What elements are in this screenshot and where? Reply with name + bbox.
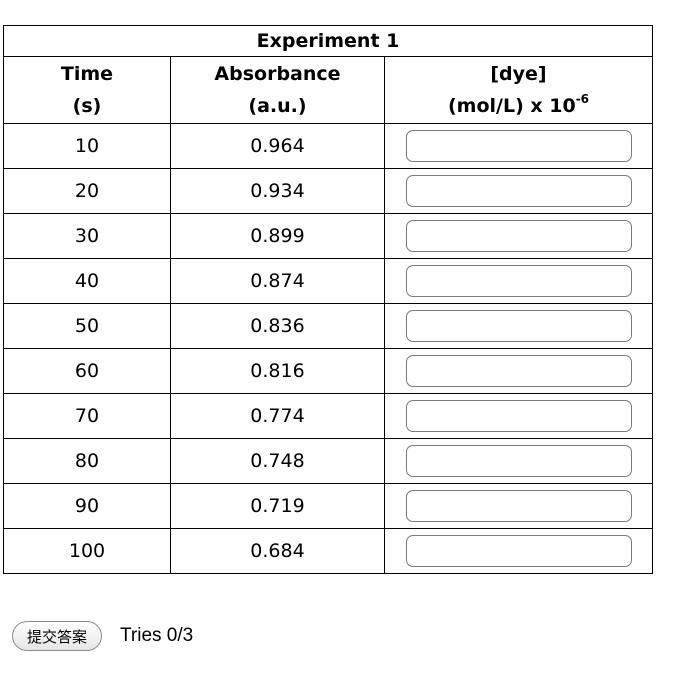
header-dye: [dye] (mol/L) x 10-6 — [383, 56, 654, 124]
table-body: 10 0.964 20 0.934 30 0.899 40 0.874 50 0.836 60 0.8… — [3, 123, 654, 574]
table-row: 100 0.684 — [3, 528, 654, 574]
absorbance-cell: 0.774 — [170, 393, 385, 439]
absorbance-cell: 0.934 — [170, 168, 385, 214]
table-row: 90 0.719 — [3, 483, 654, 529]
header-absorbance: Absorbance (a.u.) — [170, 56, 385, 124]
dye-cell — [383, 438, 654, 484]
header-dye-exponent: -6 — [575, 91, 590, 106]
dye-cell — [383, 393, 654, 439]
dye-cell — [383, 213, 654, 259]
absorbance-cell: 0.874 — [170, 258, 385, 304]
dye-concentration-input[interactable] — [405, 355, 632, 387]
absorbance-cell: 0.836 — [170, 303, 385, 349]
time-cell: 90 — [3, 483, 171, 529]
table-row: 50 0.836 — [3, 303, 654, 349]
header-time-unit: (s) — [72, 95, 102, 117]
submit-row: 提交答案 Tries 0/3 — [12, 621, 193, 651]
dye-cell — [383, 303, 654, 349]
absorbance-cell: 0.684 — [170, 528, 385, 574]
time-cell: 30 — [3, 213, 171, 259]
dye-cell — [383, 258, 654, 304]
table-title: Experiment 1 — [2, 25, 654, 57]
table-row: 40 0.874 — [3, 258, 654, 304]
dye-concentration-input[interactable] — [405, 445, 632, 477]
time-cell: 50 — [3, 303, 171, 349]
table-row: 10 0.964 — [3, 123, 654, 169]
dye-concentration-input[interactable] — [405, 310, 632, 342]
dye-concentration-input[interactable] — [405, 130, 632, 162]
absorbance-cell: 0.816 — [170, 348, 385, 394]
time-cell: 100 — [3, 528, 171, 574]
table-row: 60 0.816 — [3, 348, 654, 394]
submit-answer-button[interactable]: 提交答案 — [12, 621, 103, 651]
time-cell: 40 — [3, 258, 171, 304]
absorbance-cell: 0.748 — [170, 438, 385, 484]
time-cell: 20 — [3, 168, 171, 214]
time-cell: 10 — [3, 123, 171, 169]
time-cell: 70 — [3, 393, 171, 439]
header-dye-unit: (mol/L) x 10-6 — [385, 90, 652, 122]
header-absorbance-label: Absorbance — [214, 63, 341, 85]
table-row: 80 0.748 — [3, 438, 654, 484]
table-row: 20 0.934 — [3, 168, 654, 214]
dye-concentration-input[interactable] — [405, 220, 632, 252]
dye-concentration-input[interactable] — [405, 265, 632, 297]
header-time: Time (s) — [3, 56, 171, 124]
header-dye-unit-text: (mol/L) x 10 — [447, 95, 576, 117]
dye-cell — [383, 123, 654, 169]
header-dye-label: [dye] — [490, 63, 547, 85]
table-row: 30 0.899 — [3, 213, 654, 259]
header-absorbance-unit: (a.u.) — [248, 95, 307, 117]
experiment-table: Experiment 1 Time (s) Absorbance (a.u.) … — [2, 25, 654, 574]
absorbance-cell: 0.719 — [170, 483, 385, 529]
time-cell: 60 — [3, 348, 171, 394]
tries-counter: Tries 0/3 — [120, 625, 194, 646]
dye-cell — [383, 528, 654, 574]
dye-concentration-input[interactable] — [405, 400, 632, 432]
absorbance-cell: 0.899 — [170, 213, 385, 259]
dye-concentration-input[interactable] — [405, 490, 632, 522]
time-cell: 80 — [3, 438, 171, 484]
dye-concentration-input[interactable] — [405, 535, 632, 567]
dye-cell — [383, 348, 654, 394]
header-time-label: Time — [60, 63, 114, 85]
table-row: 70 0.774 — [3, 393, 654, 439]
absorbance-cell: 0.964 — [170, 123, 385, 169]
dye-concentration-input[interactable] — [405, 175, 632, 207]
dye-cell — [383, 168, 654, 214]
dye-cell — [383, 483, 654, 529]
